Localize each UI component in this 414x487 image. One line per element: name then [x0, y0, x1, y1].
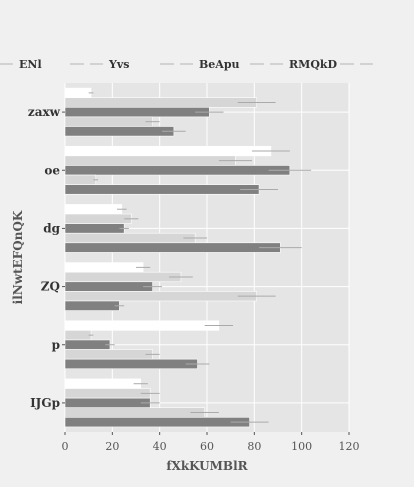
bar — [64, 242, 281, 253]
bar — [64, 339, 111, 350]
bar — [64, 320, 220, 331]
y-tick-label: dg — [43, 221, 60, 235]
bar — [64, 388, 151, 399]
legend-label: RMQkD — [289, 58, 338, 71]
bar — [64, 213, 132, 224]
y-tick-label: p — [52, 338, 60, 352]
bar — [64, 116, 153, 127]
bar — [64, 349, 153, 360]
bar — [64, 106, 210, 118]
bar — [64, 204, 123, 215]
bar — [64, 330, 92, 341]
x-tick-label: 120 — [339, 440, 360, 453]
bar — [64, 145, 272, 157]
bar — [64, 87, 92, 98]
bar — [64, 97, 257, 108]
bar — [64, 232, 196, 244]
bar — [64, 223, 125, 234]
bar — [64, 397, 151, 409]
x-tick-label: 40 — [153, 440, 167, 453]
bar — [64, 262, 144, 273]
bar — [64, 155, 236, 166]
y-tick-label: IJGp — [30, 396, 60, 410]
bar — [64, 126, 175, 137]
x-tick-label: 80 — [247, 440, 261, 453]
x-tick-label: 60 — [200, 440, 214, 453]
x-tick-label: 0 — [62, 440, 69, 453]
legend-label: ENl — [19, 58, 42, 71]
y-tick-label: oe — [44, 163, 60, 177]
bar — [64, 165, 291, 176]
bar — [64, 174, 97, 185]
x-axis-label: fXkKUMBlR — [166, 459, 248, 473]
bar — [64, 417, 250, 428]
bar — [64, 407, 205, 418]
legend-label: Yvs — [108, 58, 129, 71]
y-tick-label: ZQ — [41, 280, 60, 294]
y-tick-label: zaxw — [28, 105, 61, 119]
bar — [64, 291, 257, 302]
bar — [64, 184, 260, 195]
x-tick-label: 20 — [105, 440, 119, 453]
x-tick-label: 100 — [291, 440, 312, 453]
bar — [64, 378, 142, 389]
y-axis-label: ilNwtEFQnQK — [11, 210, 25, 304]
bar — [64, 281, 153, 292]
legend-label: BeApu — [199, 58, 240, 71]
bar — [64, 271, 182, 283]
bar — [64, 300, 120, 311]
bar — [64, 358, 198, 370]
